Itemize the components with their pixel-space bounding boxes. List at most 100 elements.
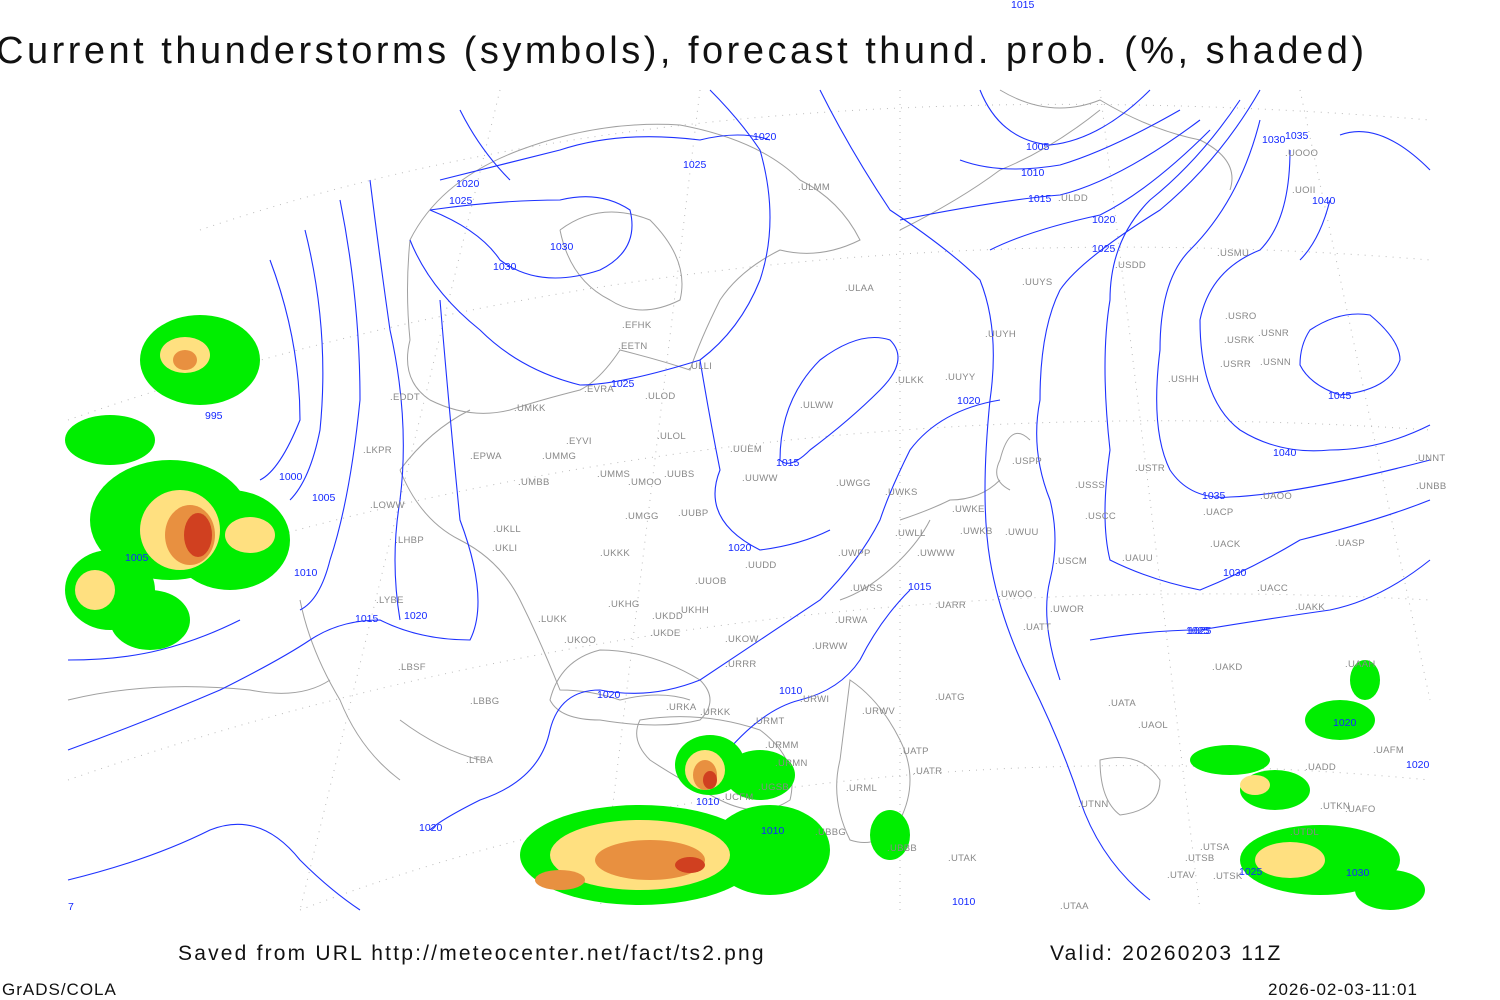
isobar-label: 1015 — [908, 581, 932, 593]
isobar-label: 1025 — [683, 159, 707, 171]
station-label: .ULLI — [688, 361, 712, 372]
station-label: .UMGG — [625, 511, 659, 522]
station-label: .UAFO — [1345, 804, 1376, 815]
isobar-label: 1020 — [1092, 214, 1116, 226]
station-label: .UADD — [1305, 762, 1336, 773]
station-label: .UNNT — [1415, 453, 1446, 464]
isobar-label: 1035 — [1285, 130, 1309, 142]
isobar-label: 1015 — [1028, 193, 1052, 205]
station-label: .LKPR — [363, 445, 392, 456]
coastlines — [67, 89, 1233, 843]
station-label: .UACP — [1203, 507, 1234, 518]
isobar-label: 1020 — [404, 610, 428, 622]
station-label: .UAOL — [1138, 720, 1168, 731]
lat-lon-grid — [67, 89, 1431, 911]
station-label: .USNN — [1260, 357, 1291, 368]
isobars — [67, 89, 1431, 911]
station-label: .UWPP — [838, 548, 871, 559]
station-label: .USNR — [1258, 328, 1289, 339]
station-label: .UTSA — [1200, 842, 1230, 853]
isobar-label: 1040 — [1312, 195, 1336, 207]
station-label: .UUOB — [695, 576, 727, 587]
isobar-label: 1030 — [1262, 134, 1286, 146]
station-label: .UUWW — [742, 473, 778, 484]
station-label: .USSS — [1075, 480, 1105, 491]
station-label: .USRK — [1224, 335, 1255, 346]
station-label: .UKHH — [678, 605, 709, 616]
software-credit: GrADS/COLA — [2, 980, 117, 999]
isobar-label: 1005 — [125, 552, 149, 564]
station-label: .UMOO — [628, 477, 662, 488]
station-label: .UAOO — [1260, 491, 1292, 502]
isobar-label: 1015 — [355, 613, 379, 625]
isobar-label: 1045 — [1328, 390, 1352, 402]
isobar-label: 1020 — [1333, 717, 1357, 729]
isobar-label: 1015 — [776, 457, 800, 469]
station-label: .EPWA — [470, 451, 502, 462]
station-label: .UTKN — [1320, 801, 1350, 812]
station-label: .UAKD — [1212, 662, 1243, 673]
station-label: .EVRA — [584, 384, 614, 395]
station-label: .ULWW — [800, 400, 834, 411]
isobar-label: 1035 — [1202, 490, 1226, 502]
station-label: .USRR — [1220, 359, 1251, 370]
station-label: .UATT — [1023, 622, 1051, 633]
isobar-label: 1025 — [1186, 625, 1210, 637]
station-label: .UTNN — [1078, 799, 1109, 810]
station-label: .UUYY — [945, 372, 976, 383]
station-label: .UAFM — [1373, 745, 1404, 756]
station-label: .LUKK — [538, 614, 567, 625]
station-label: .ULMM — [798, 182, 830, 193]
station-label: .UASP — [1335, 538, 1365, 549]
isobar-label: 1030 — [550, 241, 574, 253]
generated-timestamp: 2026-02-03-11:01 — [1268, 980, 1418, 999]
isobar-label: 1025 — [1092, 243, 1116, 255]
station-label: .USPP — [1012, 456, 1042, 467]
isobar-label: 1010 — [779, 685, 803, 697]
station-label: .UMKK — [514, 403, 546, 414]
isobar-label: 995 — [205, 410, 223, 422]
station-label: .LHBP — [395, 535, 424, 546]
station-label: .UUEM — [730, 444, 762, 455]
station-label: .UUYH — [985, 329, 1016, 340]
isobar-label: 1025 — [449, 195, 473, 207]
station-label: .UTAK — [948, 853, 977, 864]
isobar-labels: 1020 1025 1020 1025 1030 1030 1025 1005 1010 1015… — [68, 0, 1430, 913]
station-label: .EETN — [618, 341, 647, 352]
isobar-label: 1040 — [1273, 447, 1297, 459]
station-label: .LTBA — [466, 755, 494, 766]
station-label: .URRR — [725, 659, 757, 670]
station-label: .ULAA — [845, 283, 874, 294]
station-label: .UUBP — [678, 508, 709, 519]
map-frame: 1020 1025 1020 1025 1030 1030 1025 1005 1010 1015… — [65, 0, 1446, 913]
station-label: .UCFM — [722, 792, 754, 803]
isobar-label: 1005 — [312, 492, 336, 504]
station-label: .ULKK — [895, 375, 924, 386]
station-label: .UWOO — [998, 589, 1033, 600]
station-label: .EYVI — [566, 436, 592, 447]
isobar-label: 1010 — [761, 825, 785, 837]
station-label: .UKLL — [493, 524, 521, 535]
station-label: .UATR — [913, 766, 942, 777]
station-label: .LBSF — [398, 662, 426, 673]
station-label: .UWGG — [836, 478, 871, 489]
station-label: .LBBG — [470, 696, 500, 707]
isobar-label: 1010 — [1021, 167, 1045, 179]
station-label: .URWI — [800, 694, 829, 705]
station-labels: .EFHK .EETN .ULLI .EVRA .ULOD .UMKK .EDDT .EYVI… — [363, 148, 1446, 912]
station-label: .UTAV — [1167, 870, 1195, 881]
station-label: .EFHK — [622, 320, 652, 331]
station-label: .UKOW — [725, 634, 759, 645]
station-label: .LYBE — [376, 595, 404, 606]
thunderstorm-probability-shading — [65, 315, 1425, 910]
station-label: .USCC — [1085, 511, 1116, 522]
isobar-label: 1020 — [456, 178, 480, 190]
isobar-label: 1030 — [493, 261, 517, 273]
isobar-label: 1015 — [1011, 0, 1035, 11]
isobar-label: 1025 — [1188, 625, 1212, 637]
station-label: .USMU — [1217, 248, 1249, 259]
station-label: .UATP — [900, 746, 929, 757]
station-label: .URWW — [812, 641, 848, 652]
station-label: .URWA — [835, 615, 868, 626]
station-label: .URML — [846, 783, 877, 794]
